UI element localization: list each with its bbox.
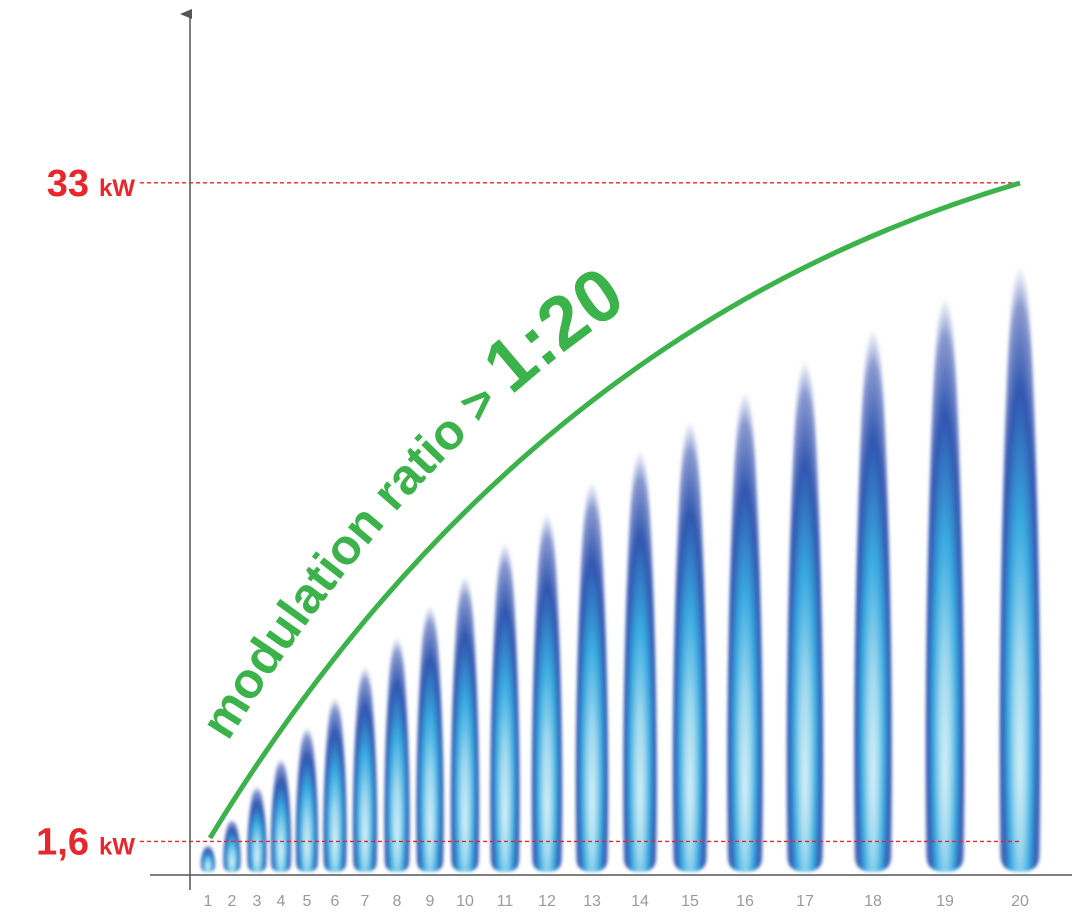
x-tick-label: 5: [303, 893, 312, 910]
flame: [295, 707, 319, 872]
flame: [270, 742, 292, 872]
x-tick-label: 9: [426, 893, 435, 910]
x-tick-label: 17: [796, 893, 814, 910]
x-tick-label: 8: [393, 893, 402, 910]
x-tick-label: 12: [538, 893, 556, 910]
x-tick-label: 18: [864, 893, 882, 910]
x-tick-label: 11: [497, 893, 514, 910]
flame: [786, 289, 824, 872]
reference-label: 33 kW: [47, 163, 136, 205]
annotation: modulation ratio > 1:20: [190, 251, 638, 748]
reference-unit: kW: [99, 833, 135, 860]
x-tick-label: 2: [228, 893, 237, 910]
x-tick-label: 4: [277, 893, 286, 910]
x-tick-label: 15: [681, 893, 699, 910]
flame: [323, 673, 347, 872]
flame: [490, 497, 520, 872]
reference-unit: kW: [99, 175, 135, 202]
x-tick-label: 7: [361, 893, 370, 910]
reference-value: 33: [47, 163, 89, 205]
flames: [200, 182, 1041, 873]
x-tick-label: 10: [456, 893, 474, 910]
x-tick-label: 14: [631, 893, 649, 910]
flame: [575, 428, 609, 872]
flame: [672, 359, 708, 872]
x-tick-label: 1: [204, 893, 213, 910]
flame: [450, 535, 480, 872]
flame: [623, 392, 657, 872]
x-tick-label: 3: [253, 893, 262, 910]
flame: [531, 463, 563, 872]
x-tick-label: 6: [331, 893, 340, 910]
flame: [200, 841, 216, 872]
flame: [352, 637, 378, 872]
flame: [999, 182, 1041, 872]
reference-value: 1,6: [36, 821, 89, 863]
x-tick-label: 20: [1011, 893, 1029, 910]
flame: [247, 774, 267, 872]
reference-label: 1,6 kW: [36, 821, 135, 863]
flame: [854, 254, 892, 872]
x-tick-label: 19: [936, 893, 954, 910]
x-tick-label: 16: [736, 893, 754, 910]
flame: [727, 325, 763, 872]
x-labels: 1 2 3 4 5 6 7 8 9 10 11 12 13 14 15 16 17 18 19 20: [204, 893, 1029, 910]
flame: [925, 218, 965, 873]
modulation-curve: [207, 180, 1021, 840]
x-tick-label: 13: [583, 893, 601, 910]
flame: [384, 604, 410, 872]
reference-lines: 33 kW 1,6 kW: [36, 163, 1020, 863]
flame: [416, 568, 444, 872]
